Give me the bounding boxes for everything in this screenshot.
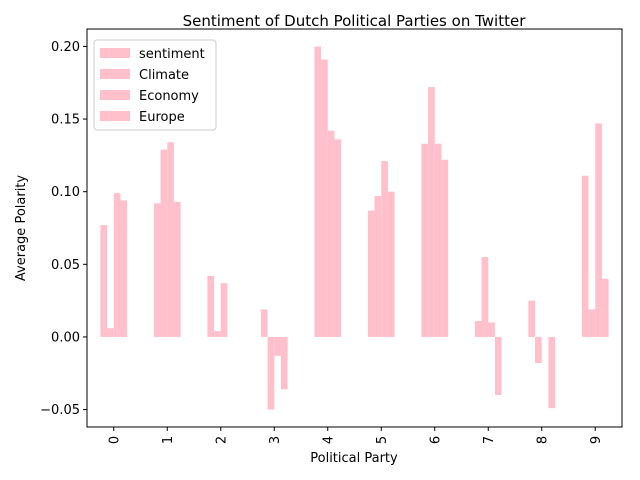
bar-europe-party-9 (601, 278, 609, 337)
bar-climate-party-7 (481, 257, 489, 337)
bar-sentiment-party-1 (153, 203, 161, 337)
bar-economy-party-3 (274, 336, 281, 356)
x-tick-label: 3 (268, 436, 283, 444)
y-tick-label: 0.10 (51, 185, 80, 200)
y-tick-label: −0.05 (40, 403, 80, 418)
bar-economy-party-2 (220, 283, 228, 337)
bar-europe-party-0 (120, 200, 128, 337)
bar-europe-party-3 (280, 336, 288, 390)
bar-economy-party-7 (488, 322, 495, 337)
bar-sentiment-party-4 (314, 46, 322, 337)
bar-sentiment-party-0 (100, 225, 108, 337)
x-tick-label: 9 (589, 436, 604, 444)
x-tick-label: 8 (535, 436, 550, 444)
legend-swatch (100, 111, 130, 121)
legend-label: Climate (139, 68, 189, 83)
bar-economy-party-1 (167, 142, 174, 337)
bar-europe-party-4 (334, 139, 342, 337)
bar-climate-party-5 (374, 196, 382, 337)
x-tick-label: 4 (321, 436, 336, 444)
y-axis: −0.05 0.00 0.05 0.10 0.15 0.20 (40, 40, 87, 418)
x-axis: 0 1 2 3 4 5 6 7 8 9 (107, 427, 604, 444)
bar-sentiment-party-7 (474, 320, 482, 337)
bar-economy-party-0 (113, 193, 121, 337)
bar-economy-party-6 (434, 143, 442, 337)
bar-europe-party-1 (173, 201, 181, 337)
legend-swatch (100, 90, 130, 100)
bar-climate-party-2 (214, 331, 221, 337)
bar-climate-party-6 (428, 87, 435, 337)
bar-sentiment-party-8 (528, 300, 536, 337)
bar-climate-party-0 (107, 328, 114, 337)
bar-sentiment-party-9 (581, 175, 589, 337)
bar-sentiment-party-2 (207, 275, 215, 337)
x-tick-label: 5 (375, 436, 390, 444)
bar-europe-party-7 (494, 336, 502, 396)
x-tick-label: 0 (107, 436, 122, 444)
bar-climate-party-3 (267, 336, 275, 410)
legend-swatch (100, 48, 130, 58)
y-tick-label: 0.15 (51, 113, 80, 128)
bar-economy-party-5 (381, 161, 388, 337)
bars-group (100, 46, 609, 410)
legend-label: Economy (139, 89, 199, 104)
y-axis-title: Average Polarity (14, 175, 29, 281)
y-tick-label: 0.05 (51, 258, 80, 273)
bar-economy-party-9 (595, 123, 602, 337)
plot-frame (86, 28, 623, 428)
bar-europe-party-8 (548, 336, 556, 409)
x-tick-label: 6 (428, 436, 443, 444)
bar-sentiment-party-6 (421, 143, 429, 337)
bar-climate-party-1 (160, 149, 168, 337)
chart-title: Sentiment of Dutch Political Parties on … (183, 12, 527, 30)
legend-label: sentiment (139, 47, 205, 62)
legend-swatch (100, 69, 130, 79)
bar-sentiment-party-5 (367, 210, 375, 337)
bar-europe-party-5 (387, 191, 395, 337)
x-tick-label: 1 (161, 436, 176, 444)
x-tick-label: 7 (482, 436, 497, 444)
legend: sentiment Climate Economy Europe (93, 39, 217, 131)
x-tick-label: 2 (214, 436, 229, 444)
bar-sentiment-party-3 (260, 309, 268, 337)
y-tick-label: 0.20 (51, 40, 80, 55)
bar-economy-party-4 (327, 130, 335, 337)
bar-climate-party-8 (535, 336, 542, 364)
legend-label: Europe (139, 110, 185, 125)
bar-climate-party-9 (588, 309, 596, 337)
bar-climate-party-4 (321, 59, 328, 337)
x-axis-title: Political Party (310, 451, 398, 466)
y-tick-label: 0.00 (51, 330, 80, 345)
bar-europe-party-6 (441, 159, 449, 337)
legend-box (93, 39, 217, 131)
